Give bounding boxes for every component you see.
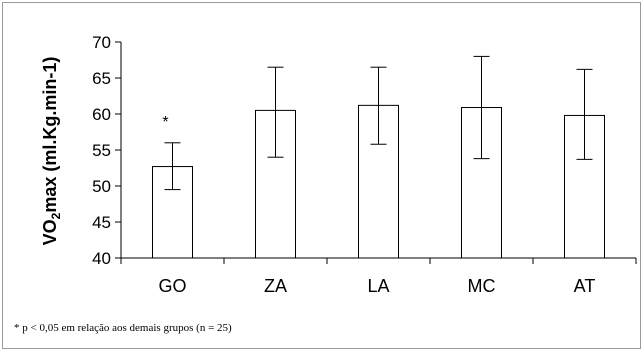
x-axis: GO ZA LA MC AT bbox=[120, 257, 637, 296]
x-tick-label: GO bbox=[158, 276, 186, 296]
y-tick-label: 55 bbox=[92, 141, 111, 160]
y-tick-label: 40 bbox=[92, 249, 111, 268]
x-tick-label: LA bbox=[367, 276, 389, 296]
y-label-post: max (ml.Kg.min-1) bbox=[40, 57, 60, 213]
footnote: * p < 0,05 em relação aos demais grupos … bbox=[14, 322, 232, 334]
x-tick-label: AT bbox=[574, 276, 596, 296]
annotations: * bbox=[162, 114, 168, 131]
y-tick-label: 45 bbox=[92, 213, 111, 232]
y-tick-label: 50 bbox=[92, 177, 111, 196]
y-label-pre: VO bbox=[40, 219, 60, 245]
y-tick-label: 65 bbox=[92, 69, 111, 88]
y-tick-label: 70 bbox=[92, 33, 111, 52]
bar-la bbox=[358, 104, 399, 259]
y-axis-label: VO2max (ml.Kg.min-1) bbox=[40, 57, 63, 246]
x-tick-label: MC bbox=[468, 276, 496, 296]
error-bars bbox=[164, 55, 593, 191]
x-tick-label: ZA bbox=[264, 276, 287, 296]
y-label-sub: 2 bbox=[49, 212, 63, 219]
y-tick-label: 60 bbox=[92, 105, 111, 124]
y-axis: 40 45 50 55 60 65 70 bbox=[92, 33, 122, 268]
significance-marker: * bbox=[162, 114, 168, 131]
